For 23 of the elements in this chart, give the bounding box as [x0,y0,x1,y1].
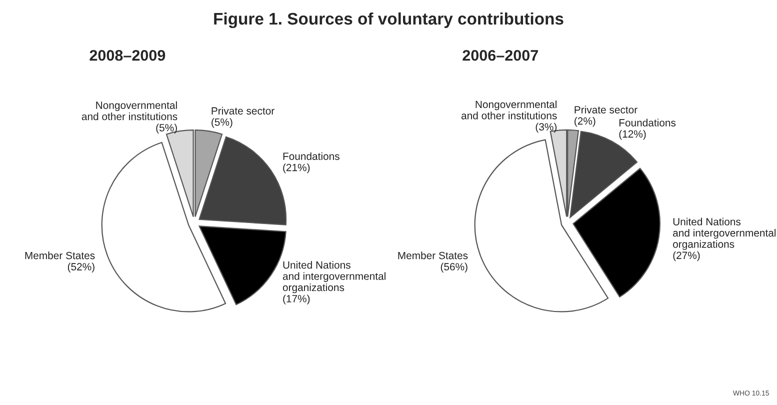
data-label: (17%) [283,294,310,304]
chart-subtitle: 2008–2009 [90,50,166,61]
slice-label: Nongovernmental and other institutions [461,100,557,120]
slice-label: United Nations and intergovernmental organizations [673,218,776,250]
slice-label: Private sector [574,106,638,114]
slice-label: Member States [25,252,95,260]
slice-label: Foundations [283,152,340,160]
data-label: (12%) [619,130,646,140]
data-label: (2%) [574,117,596,127]
data-label: (27%) [673,251,700,262]
data-label: (56%) [440,262,468,272]
data-label: (3%) [536,122,557,133]
chart-subtitle: 2006–2007 [462,50,538,61]
slice-label: Foundations [619,118,676,126]
chart-title: Figure 1. Sources of voluntary contributions [214,12,564,28]
data-label: (5%) [156,124,177,134]
slice-label: Private sector [212,106,274,115]
slice-label: Nongovernmental and other institutions [82,101,178,120]
data-label: (52%) [68,262,94,272]
slice-label: Member States [398,252,468,260]
slice-label: United Nations and intergovernmental organizations [282,261,386,294]
data-label: (21%) [283,164,310,174]
data-label: (5%) [212,118,232,128]
